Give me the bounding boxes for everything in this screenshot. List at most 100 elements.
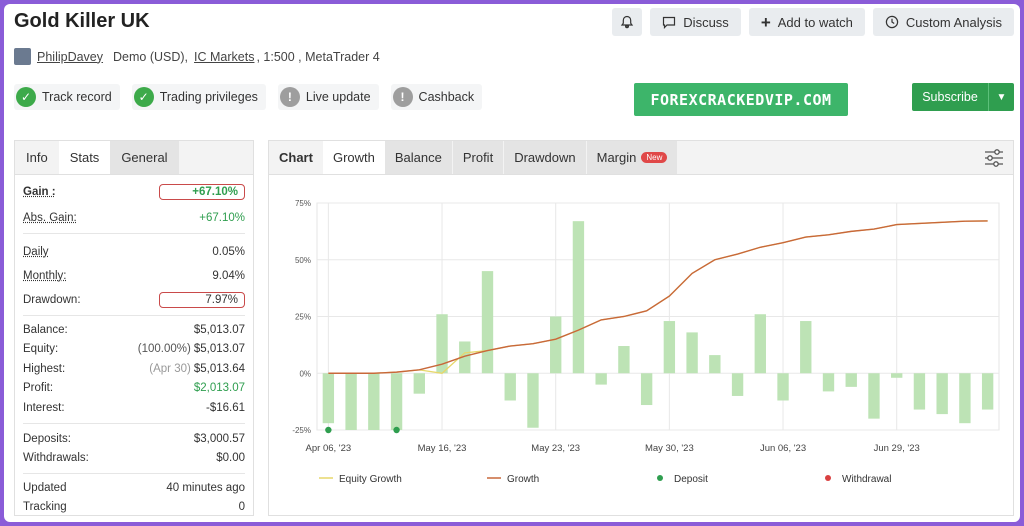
user-link[interactable]: PhilipDavey bbox=[37, 49, 104, 64]
discuss-label: Discuss bbox=[683, 14, 729, 30]
stat-label: Profit: bbox=[23, 382, 54, 394]
deposit-marker bbox=[393, 426, 400, 434]
stat-value: 7.97% bbox=[159, 292, 245, 308]
growth-bar bbox=[595, 373, 607, 385]
stats-tabs: Info Stats General bbox=[15, 141, 253, 175]
stat-value: $5,013.07 bbox=[193, 324, 245, 336]
badge-cashback[interactable]: ! Cashback bbox=[390, 84, 483, 110]
stat-balance: Balance: $5,013.07 bbox=[23, 321, 245, 339]
growth-bar bbox=[481, 271, 494, 374]
x-tick-label: Apr 06, '23 bbox=[306, 443, 352, 454]
check-icon: ✓ bbox=[16, 87, 36, 107]
badge-label: Track record bbox=[42, 90, 112, 104]
stat-label: Drawdown: bbox=[23, 294, 81, 306]
x-tick-label: May 23, '23 bbox=[531, 443, 580, 454]
growth-bar bbox=[731, 373, 744, 396]
stat-interest: Interest: -$16.61 bbox=[23, 399, 245, 417]
discuss-button[interactable]: Discuss bbox=[650, 8, 741, 36]
stat-pre: (100.00%) bbox=[137, 343, 191, 355]
growth-line bbox=[328, 220, 988, 374]
tab-balance[interactable]: Balance bbox=[384, 141, 453, 174]
add-to-watch-button[interactable]: + Add to watch bbox=[748, 8, 865, 36]
page-frame: Gold Killer UK Discuss + Add to watch Cu… bbox=[4, 4, 1020, 522]
stat-value: $0.00 bbox=[216, 452, 245, 464]
stat-label: Daily bbox=[23, 246, 49, 258]
growth-bar bbox=[459, 341, 471, 374]
y-tick-label: -25% bbox=[292, 426, 311, 435]
stat-value: $2,013.07 bbox=[193, 382, 245, 394]
stat-equity: Equity: (100.00%) $5,013.07 bbox=[23, 340, 245, 358]
legend-withdrawal-label: Withdrawal bbox=[842, 474, 891, 485]
check-icon: ✓ bbox=[133, 87, 154, 107]
growth-bar bbox=[709, 355, 721, 374]
stat-highest: Highest: (Apr 30) $5,013.64 bbox=[23, 360, 245, 378]
stat-value: 0 bbox=[238, 501, 245, 513]
badge-live-update[interactable]: ! Live update bbox=[277, 84, 379, 110]
deposit-marker bbox=[325, 426, 332, 434]
notification-button[interactable] bbox=[612, 8, 643, 36]
legend-deposit-swatch bbox=[657, 475, 663, 481]
y-tick-label: 0% bbox=[299, 369, 311, 378]
filter-settings-icon[interactable] bbox=[983, 147, 1005, 169]
stat-updated: Updated 40 minutes ago bbox=[23, 479, 245, 497]
tab-chart[interactable]: Chart bbox=[279, 150, 313, 165]
stat-abs-gain: Abs. Gain: +67.10% bbox=[23, 209, 245, 227]
legend-withdrawal-swatch bbox=[825, 475, 831, 481]
growth-bar bbox=[572, 221, 585, 374]
stat-tracking: Tracking 0 bbox=[23, 498, 245, 516]
x-tick-label: Jun 06, '23 bbox=[760, 443, 806, 454]
x-tick-label: May 16, '23 bbox=[418, 443, 467, 454]
chart-tabs: Chart Growth Balance Profit Drawdown Mar… bbox=[269, 141, 1013, 175]
y-tick-label: 50% bbox=[295, 256, 311, 265]
divider bbox=[23, 423, 245, 424]
growth-bar bbox=[913, 373, 926, 410]
stat-label: Highest: bbox=[23, 363, 66, 375]
stat-value: 0.05% bbox=[212, 246, 245, 258]
stat-value: 40 minutes ago bbox=[166, 482, 245, 494]
broker-link[interactable]: IC Markets bbox=[194, 49, 255, 64]
stat-value: -$16.61 bbox=[205, 402, 245, 414]
y-tick-label: 75% bbox=[295, 199, 311, 208]
badge-label: Live update bbox=[305, 90, 371, 104]
tab-stats[interactable]: Stats bbox=[58, 141, 111, 174]
badge-trading-privileges[interactable]: ✓ Trading privileges bbox=[131, 84, 266, 110]
stat-value: $5,013.64 bbox=[193, 363, 245, 375]
account-meta: PhilipDavey Demo (USD), IC Markets , 1:5… bbox=[14, 48, 380, 65]
badge-label: Cashback bbox=[418, 90, 475, 104]
add-to-watch-label: Add to watch bbox=[777, 14, 853, 30]
top-actions: Discuss + Add to watch Custom Analysis bbox=[612, 8, 1014, 36]
badge-track-record[interactable]: ✓ Track record bbox=[14, 84, 120, 110]
custom-analysis-button[interactable]: Custom Analysis bbox=[872, 8, 1014, 36]
tab-info[interactable]: Info bbox=[26, 150, 48, 165]
stat-label: Tracking bbox=[23, 501, 67, 513]
tab-profit[interactable]: Profit bbox=[452, 141, 505, 174]
subscribe-button[interactable]: Subscribe ▼ bbox=[912, 83, 1014, 111]
legend-equity-label: Equity Growth bbox=[339, 474, 402, 485]
stat-value: 9.04% bbox=[212, 270, 245, 282]
growth-bar bbox=[527, 373, 539, 428]
divider bbox=[23, 233, 245, 234]
stat-monthly: Monthly: 9.04% bbox=[23, 267, 245, 285]
stat-daily: Daily 0.05% bbox=[23, 243, 245, 261]
growth-bar bbox=[891, 373, 903, 378]
stat-label: Updated bbox=[23, 482, 67, 494]
stat-value: +67.10% bbox=[159, 184, 245, 200]
tab-general[interactable]: General bbox=[110, 141, 179, 174]
avatar bbox=[14, 48, 31, 65]
stat-label: Abs. Gain: bbox=[23, 212, 77, 224]
divider bbox=[23, 315, 245, 316]
growth-bar bbox=[868, 373, 880, 419]
stat-value: +67.10% bbox=[199, 212, 245, 224]
growth-bar bbox=[936, 373, 948, 415]
chevron-down-icon[interactable]: ▼ bbox=[988, 83, 1014, 111]
growth-bar bbox=[959, 373, 971, 424]
stat-drawdown: Drawdown: 7.97% bbox=[23, 291, 245, 309]
tab-margin[interactable]: Margin New bbox=[586, 141, 679, 174]
account-leverage: , 1:500 , MetaTrader 4 bbox=[256, 49, 380, 64]
growth-chart: 75% 50% 25% 0% -25% Apr 06, '23 May 16, '23 May… bbox=[292, 199, 1000, 485]
tab-growth[interactable]: Growth bbox=[322, 141, 385, 174]
tab-drawdown[interactable]: Drawdown bbox=[504, 141, 587, 174]
stat-value: $3,000.57 bbox=[193, 433, 245, 445]
stat-withdrawals: Withdrawals: $0.00 bbox=[23, 449, 245, 467]
exclamation-icon: ! bbox=[392, 87, 413, 107]
